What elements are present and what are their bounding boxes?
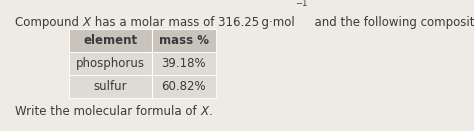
Text: X: X (83, 16, 91, 29)
Text: and the following composition:: and the following composition: (307, 16, 474, 29)
Bar (69, 52, 216, 75)
Text: sulfur: sulfur (93, 80, 127, 93)
Text: Write the molecular formula of: Write the molecular formula of (15, 105, 201, 118)
Bar (69, 75, 216, 98)
Text: .: . (209, 105, 212, 118)
Text: Compound: Compound (15, 16, 83, 29)
Text: phosphorus: phosphorus (76, 57, 145, 70)
Text: has a molar mass of 316.25 g·mol: has a molar mass of 316.25 g·mol (91, 16, 295, 29)
Text: 60.82%: 60.82% (161, 80, 206, 93)
Text: 39.18%: 39.18% (161, 57, 206, 70)
Text: X: X (201, 105, 209, 118)
Text: element: element (83, 34, 137, 47)
Text: −1: −1 (295, 0, 307, 8)
Text: mass %: mass % (159, 34, 209, 47)
Bar (69, 29, 216, 52)
